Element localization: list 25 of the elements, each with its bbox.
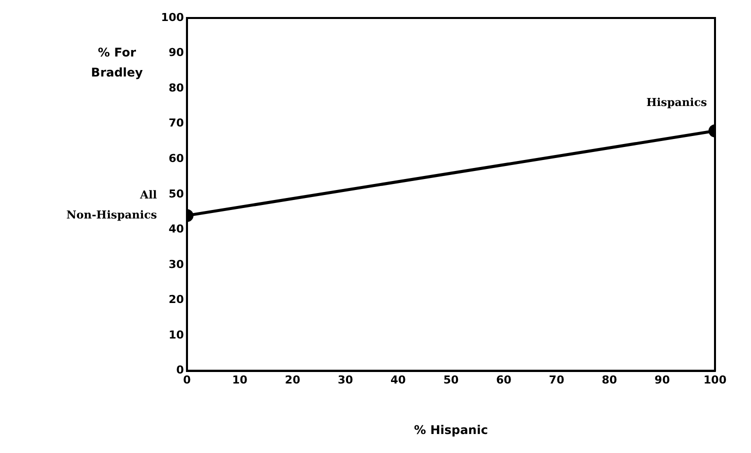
y-tick-label: 30	[168, 258, 184, 271]
x-tick-label: 90	[654, 373, 670, 386]
y-tick-label: 50	[168, 187, 184, 200]
y-tick-label: 70	[168, 116, 184, 130]
x-tick-label: 60	[496, 373, 512, 386]
y-tick-label: 40	[168, 222, 184, 236]
x-tick-label: 40	[390, 373, 406, 386]
y-tick-label: 10	[168, 328, 184, 342]
x-tick-label: 50	[443, 373, 459, 386]
y-tick-label: 0	[176, 364, 184, 377]
x-tick-label: 80	[602, 373, 618, 386]
x-tick-label: 20	[284, 373, 301, 386]
y-tick-label: 20	[168, 293, 184, 306]
y-tick-label: 100	[160, 10, 184, 24]
x-tick-label: 70	[548, 373, 565, 386]
y-tick-label: 90	[168, 46, 184, 60]
annotation: Hispanics	[646, 96, 707, 109]
annotation: All Non-Hispanics	[66, 188, 157, 222]
x-tick-label: 30	[338, 373, 354, 386]
y-tick-label: 60	[168, 152, 184, 165]
x-tick-label: 100	[704, 373, 727, 386]
y-axis-title: % For Bradley	[91, 45, 144, 80]
x-tick-label: 10	[232, 373, 248, 386]
y-tick-label: 80	[168, 81, 184, 94]
x-axis-title: % Hispanic	[414, 422, 488, 437]
